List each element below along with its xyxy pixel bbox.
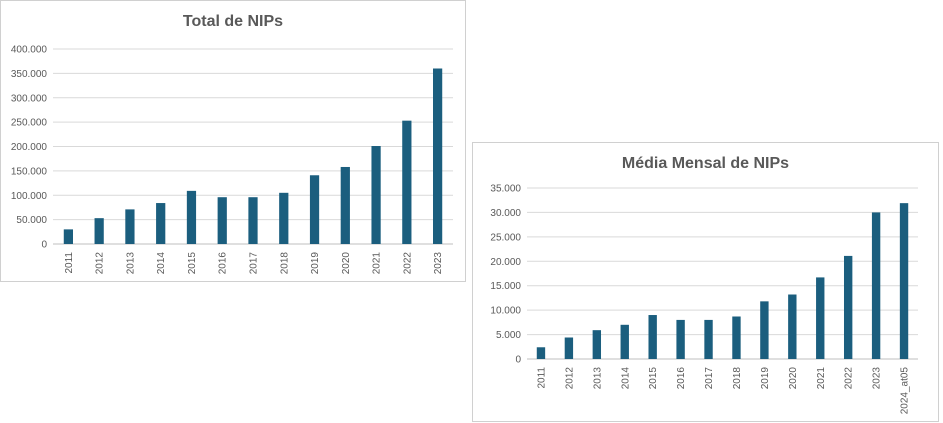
chart-title: Média Mensal de NIPs [621,155,790,172]
x-tick-label: 2016 [218,252,229,275]
chart-title: Total de NIPs [182,13,284,30]
media-mensal-nips-plot: 0 5.000 10.000 15.000 20.000 25.000 30.000 35.0… [490,184,918,415]
bar-2013 [125,209,135,244]
bar-2011 [63,229,73,244]
bar-2021 [371,146,381,244]
bar-2012 [564,337,574,359]
bar-2014 [620,324,629,359]
bar-2019 [760,301,769,359]
y-tick-label: 15.000 [490,281,521,292]
x-tick-label: 2023 [872,367,883,390]
bar-2024_at05 [899,203,909,359]
x-tick-label: 2012 [564,367,575,390]
y-tick-label: 50.000 [16,215,47,226]
x-tick-label: 2020 [341,252,352,275]
x-tick-label: 2014 [156,252,167,275]
bar-2011 [536,347,546,359]
bar-2012 [94,218,104,244]
y-tick-label: 0 [41,240,47,251]
x-tick-label: 2022 [402,252,413,275]
x-tick-label: 2015 [187,252,198,275]
bar-2018 [732,316,741,359]
x-tick-label: 2014 [620,367,631,390]
y-tick-label: 35.000 [490,184,521,195]
x-tick-label: 2016 [676,367,687,390]
bar-2018 [279,192,289,244]
bar-2020 [340,166,350,244]
x-tick-label: 2020 [788,367,799,390]
y-tick-label: 100.000 [11,191,48,202]
bar-2023 [871,212,881,359]
bar-2013 [592,330,602,359]
x-tick-label: 2011 [536,367,547,389]
bar-2017 [704,319,713,359]
total-nips-plot: 0 50.000 100.000 150.000 200.000 250.000 300.0… [11,45,453,275]
bar-2021 [816,277,825,359]
bar-2019 [309,175,320,244]
bar-2016 [676,319,685,359]
bar-2022 [843,255,853,359]
total-nips-chart: Total de NIPs 0 50.000 100.000 150.000 200.0… [0,0,466,282]
x-tick-label: 2018 [279,252,290,275]
bar-2014 [156,203,166,244]
y-tick-label: 25.000 [490,232,521,243]
x-tick-label: 2013 [125,252,136,275]
bar-2022 [402,120,412,244]
y-tick-label: 5.000 [496,330,521,341]
bar-2023 [433,68,443,244]
bar-2015 [648,315,657,359]
x-tick-label: 2015 [648,367,659,390]
x-tick-label: 2021 [816,367,827,390]
x-tick-label: 2013 [592,367,603,390]
bar-2017 [248,197,258,244]
x-tick-label: 2011 [64,252,75,274]
bar-2020 [788,294,797,359]
y-tick-label: 0 [515,355,521,366]
x-tick-label: 2023 [433,252,444,275]
x-tick-label: 2012 [95,252,106,275]
y-tick-label: 10.000 [490,306,521,317]
bar-2015 [186,190,197,244]
y-tick-label: 250.000 [11,118,48,129]
y-tick-label: 400.000 [11,45,48,56]
x-tick-label: 2022 [844,367,855,390]
y-tick-label: 350.000 [11,69,48,80]
y-tick-label: 200.000 [11,142,48,153]
media-mensal-nips-chart: Média Mensal de NIPs 0 5.000 10.000 15.000 2… [472,142,939,422]
x-tick-label: 2017 [249,252,260,275]
x-tick-label: 2024_at05 [900,367,911,415]
x-tick-label: 2019 [310,252,321,275]
y-tick-label: 150.000 [11,166,48,177]
y-tick-label: 300.000 [11,93,48,104]
y-tick-label: 30.000 [490,208,521,219]
x-tick-label: 2018 [732,367,743,390]
y-tick-label: 20.000 [490,257,521,268]
x-tick-label: 2021 [372,252,383,275]
bar-2016 [217,197,227,244]
x-tick-label: 2017 [704,367,715,390]
x-tick-label: 2019 [760,367,771,390]
